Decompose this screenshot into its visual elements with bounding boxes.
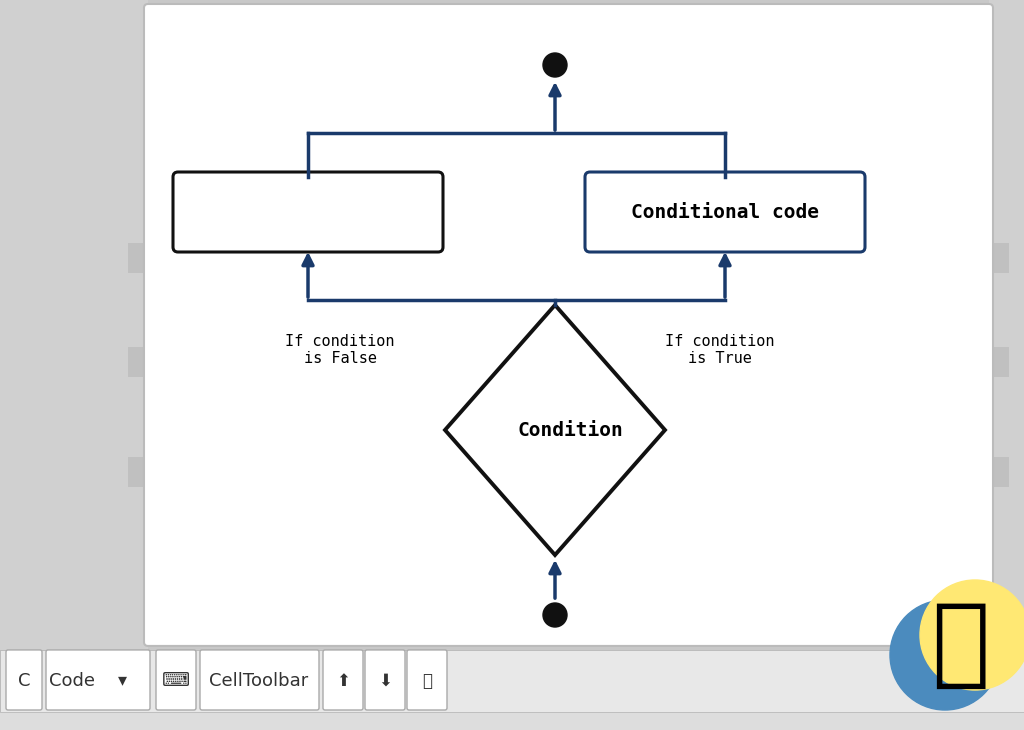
Bar: [989, 243, 1009, 273]
Text: If condition
is False: If condition is False: [286, 334, 394, 366]
Text: Code    ▾: Code ▾: [49, 672, 127, 690]
Bar: [128, 458, 148, 488]
FancyBboxPatch shape: [585, 172, 865, 252]
Text: C: C: [17, 672, 31, 690]
Bar: [0, 712, 1024, 730]
FancyBboxPatch shape: [407, 650, 447, 710]
Bar: [0, 650, 1024, 712]
FancyBboxPatch shape: [173, 172, 443, 252]
Text: ⬇: ⬇: [378, 672, 392, 690]
Text: CellToolbar: CellToolbar: [209, 672, 308, 690]
Bar: [128, 347, 148, 377]
Bar: [0, 0, 148, 650]
Bar: [989, 458, 1009, 488]
FancyBboxPatch shape: [200, 650, 319, 710]
FancyBboxPatch shape: [6, 650, 42, 710]
Text: ⬆: ⬆: [336, 672, 350, 690]
Circle shape: [543, 603, 567, 627]
Text: Conditional code: Conditional code: [631, 202, 819, 221]
Circle shape: [890, 600, 1000, 710]
Circle shape: [920, 580, 1024, 690]
Circle shape: [543, 53, 567, 77]
FancyBboxPatch shape: [323, 650, 362, 710]
Text: 🐍: 🐍: [931, 599, 989, 691]
FancyBboxPatch shape: [365, 650, 406, 710]
FancyBboxPatch shape: [46, 650, 150, 710]
Bar: [128, 243, 148, 273]
Text: ⏹: ⏹: [422, 672, 432, 690]
Text: Condition: Condition: [517, 420, 623, 439]
Bar: [989, 347, 1009, 377]
FancyBboxPatch shape: [144, 4, 993, 646]
Text: If condition
is True: If condition is True: [666, 334, 775, 366]
FancyBboxPatch shape: [156, 650, 196, 710]
Polygon shape: [445, 305, 665, 555]
Bar: [989, 0, 1024, 650]
Text: ⌨: ⌨: [162, 672, 190, 691]
